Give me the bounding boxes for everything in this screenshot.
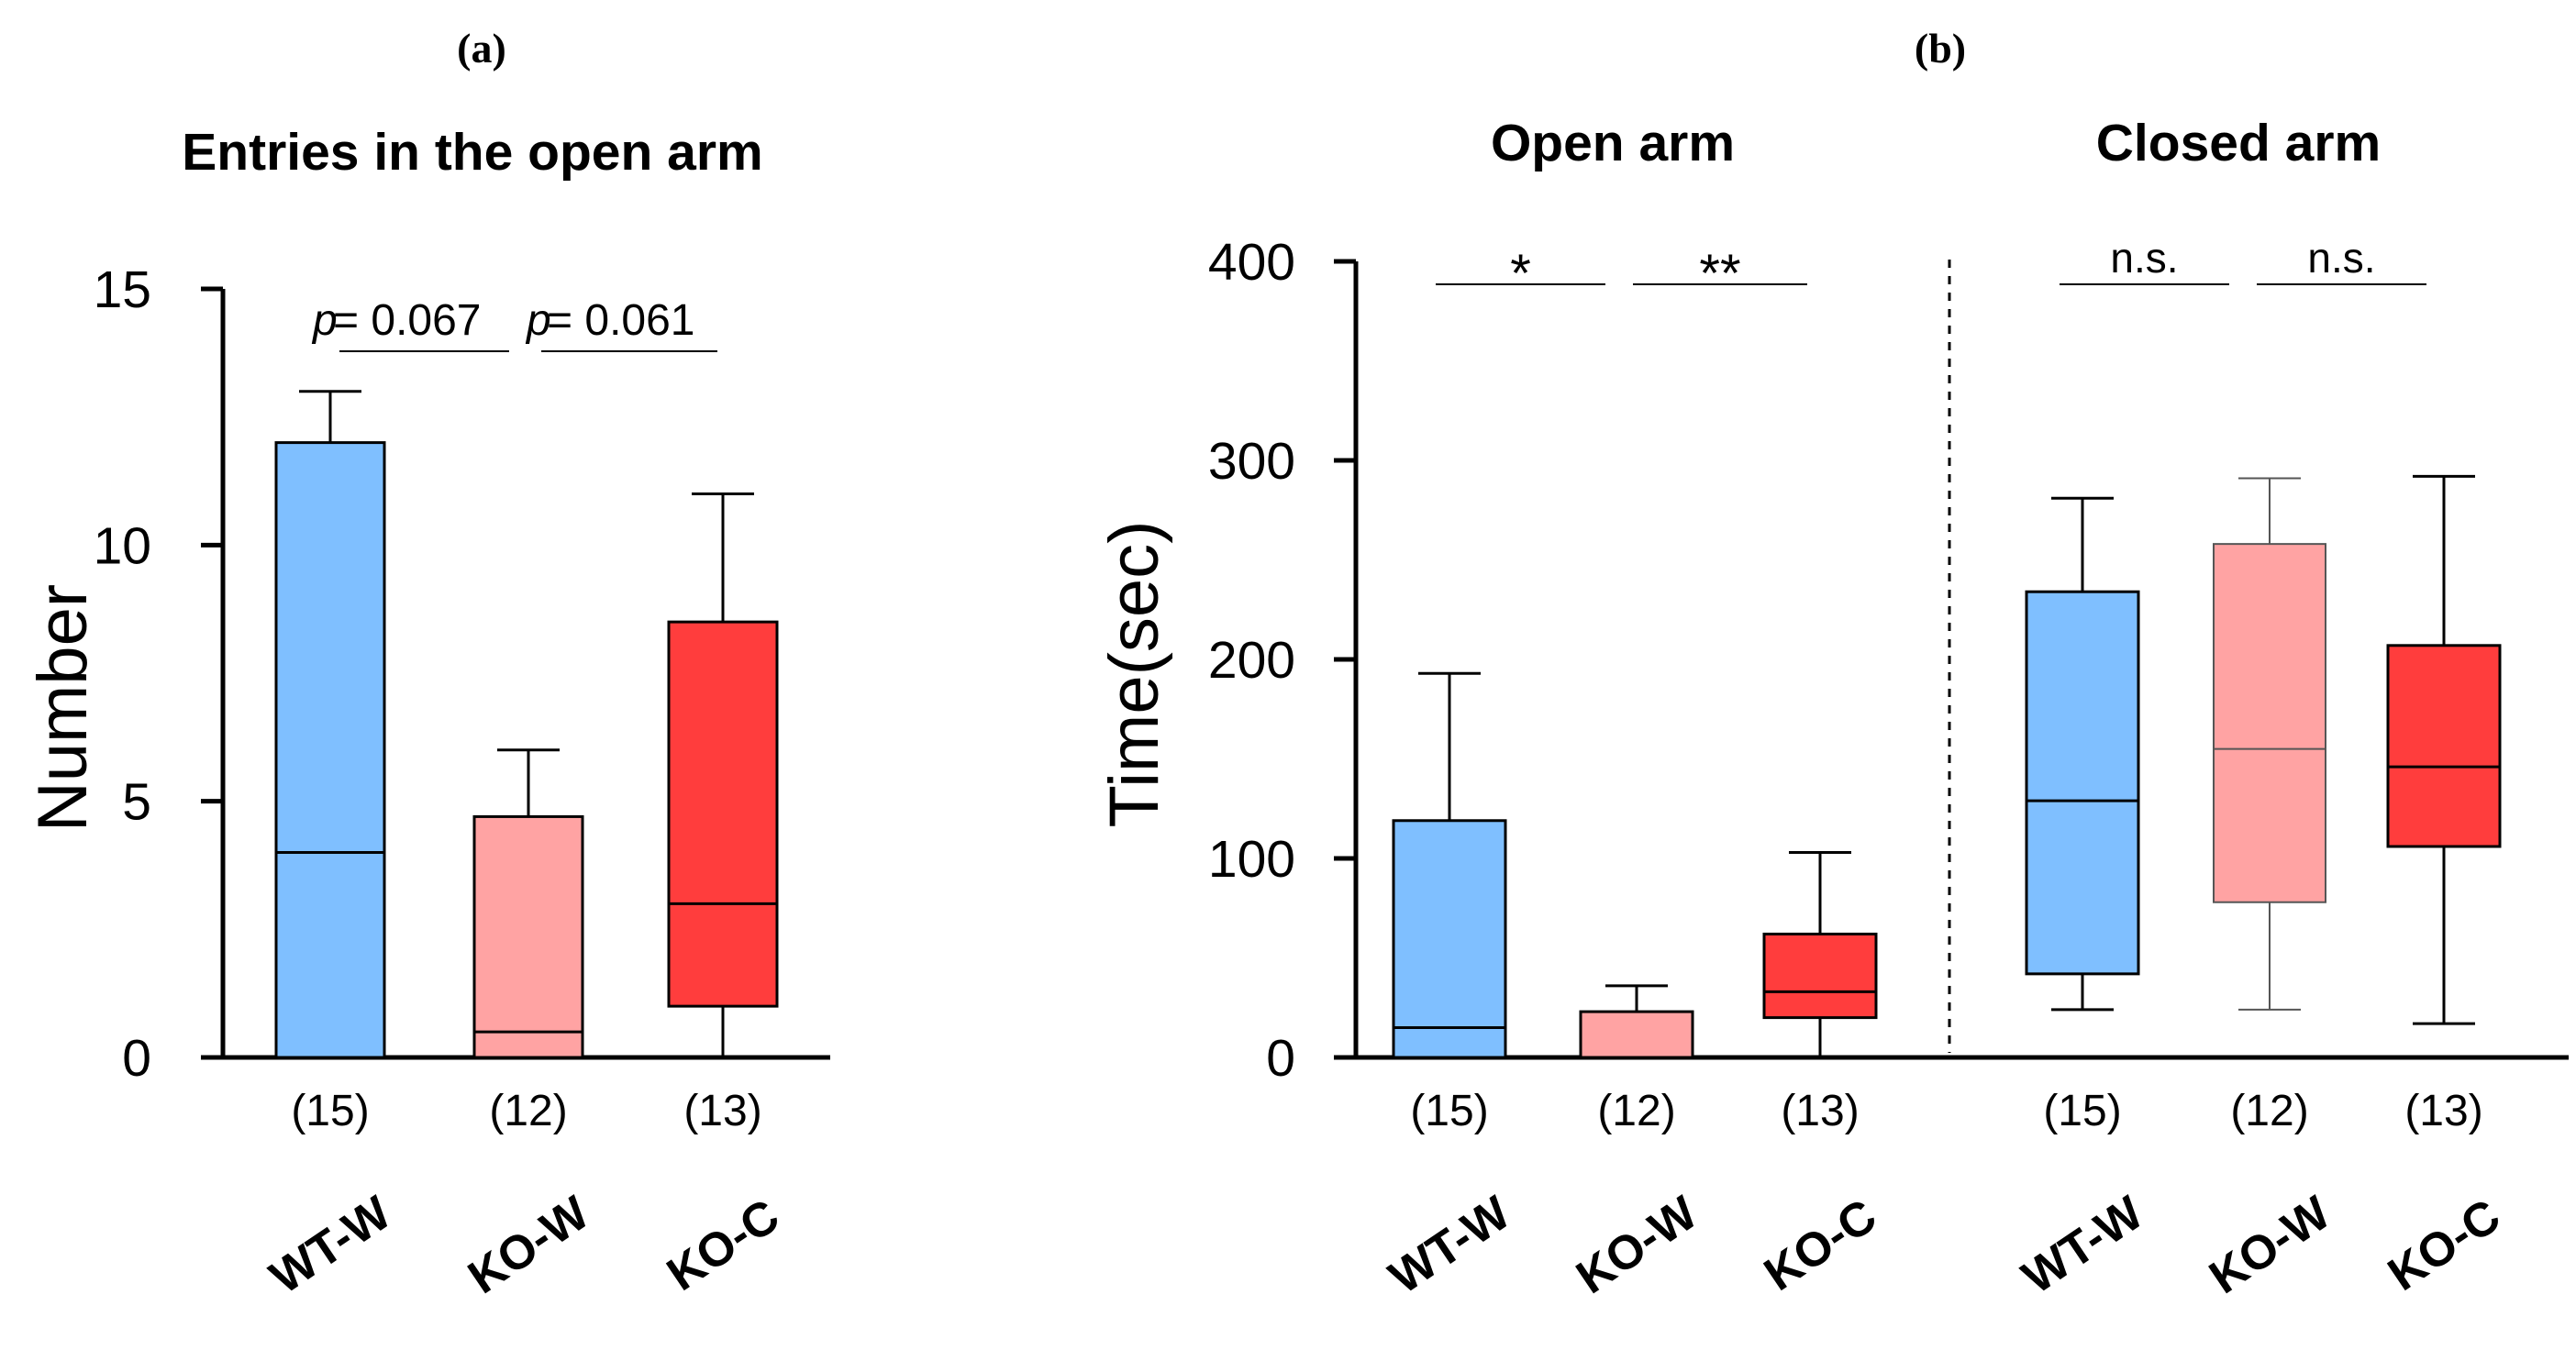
box-1 (472, 814, 584, 1059)
group-title: Closed arm (2096, 114, 2381, 172)
box-group-0: Open arm(15) (12) (13)WT-W KO-W KO-C* ** (1380, 114, 1885, 1304)
significance-label: ** (1699, 244, 1740, 304)
significance-label: n.s. (2110, 234, 2178, 282)
box-0-2 (1762, 932, 1878, 1020)
n-label: (12) (2230, 1087, 2308, 1135)
box-0-1 (1579, 1010, 1694, 1059)
box-0 (274, 441, 386, 1059)
box-1-2 (2386, 644, 2502, 848)
box-1-1 (2213, 543, 2326, 903)
panel-a-label: (a) (457, 25, 506, 72)
significance-label: n.s. (2307, 234, 2375, 282)
n-label: (12) (489, 1087, 567, 1135)
y-tick-label: 100 (1208, 830, 1295, 889)
panel-a-chart: Entries in the open arm 0 5 10 15 Number (15) (… (24, 123, 830, 1304)
y-tick-label: 5 (122, 773, 151, 832)
box-0-0 (1392, 819, 1507, 1059)
p-value: = 0.061 (547, 296, 694, 345)
significance-label: * (1510, 244, 1531, 304)
p-value: = 0.067 (333, 296, 481, 345)
x-category-label: KO-W (459, 1186, 599, 1304)
x-category-label: KO-W (2200, 1186, 2340, 1304)
n-label: (15) (2043, 1087, 2121, 1135)
n-label: (15) (1410, 1087, 1488, 1135)
n-label: (15) (291, 1087, 369, 1135)
y-tick-label: 0 (1266, 1029, 1295, 1088)
y-tick-label: 200 (1208, 631, 1295, 690)
x-category-label: KO-W (1567, 1186, 1707, 1304)
n-label: (13) (2404, 1087, 2482, 1135)
x-category-label: WT-W (261, 1186, 401, 1304)
y-tick-label: 0 (122, 1029, 151, 1088)
chart-title: Entries in the open arm (182, 123, 762, 182)
box-1-0 (2025, 590, 2140, 976)
panel-b-label: (b) (1915, 25, 1966, 72)
n-label: (13) (1781, 1087, 1859, 1135)
p-prefix: p (525, 296, 551, 345)
box-2 (667, 620, 779, 1008)
n-label: (13) (683, 1087, 761, 1135)
x-category-label: KO-C (658, 1189, 789, 1301)
y-axis-label: Number (24, 584, 102, 832)
y-tick-label: 300 (1208, 432, 1295, 491)
group-title: Open arm (1491, 114, 1735, 172)
panel-b-chart: 0 100 200 300 400 Time(sec) Open arm (15) (12) (1… (1095, 114, 2569, 1304)
x-category-label: KO-C (2379, 1189, 2510, 1301)
x-category-label: WT-W (1380, 1186, 1520, 1304)
y-axis-label: Time(sec) (1095, 521, 1173, 828)
y-tick-label: 15 (94, 260, 151, 319)
y-tick-label: 10 (94, 516, 151, 575)
y-tick-label: 400 (1208, 233, 1295, 292)
n-label: (12) (1597, 1087, 1675, 1135)
x-category-label: KO-C (1755, 1189, 1886, 1301)
p-prefix: p (311, 296, 338, 345)
box-group-1: Closed arm (15) (12) (13) WT-W KO-W KO-C n.s. n.… (2013, 114, 2509, 1304)
x-category-label: WT-W (2013, 1186, 2153, 1304)
